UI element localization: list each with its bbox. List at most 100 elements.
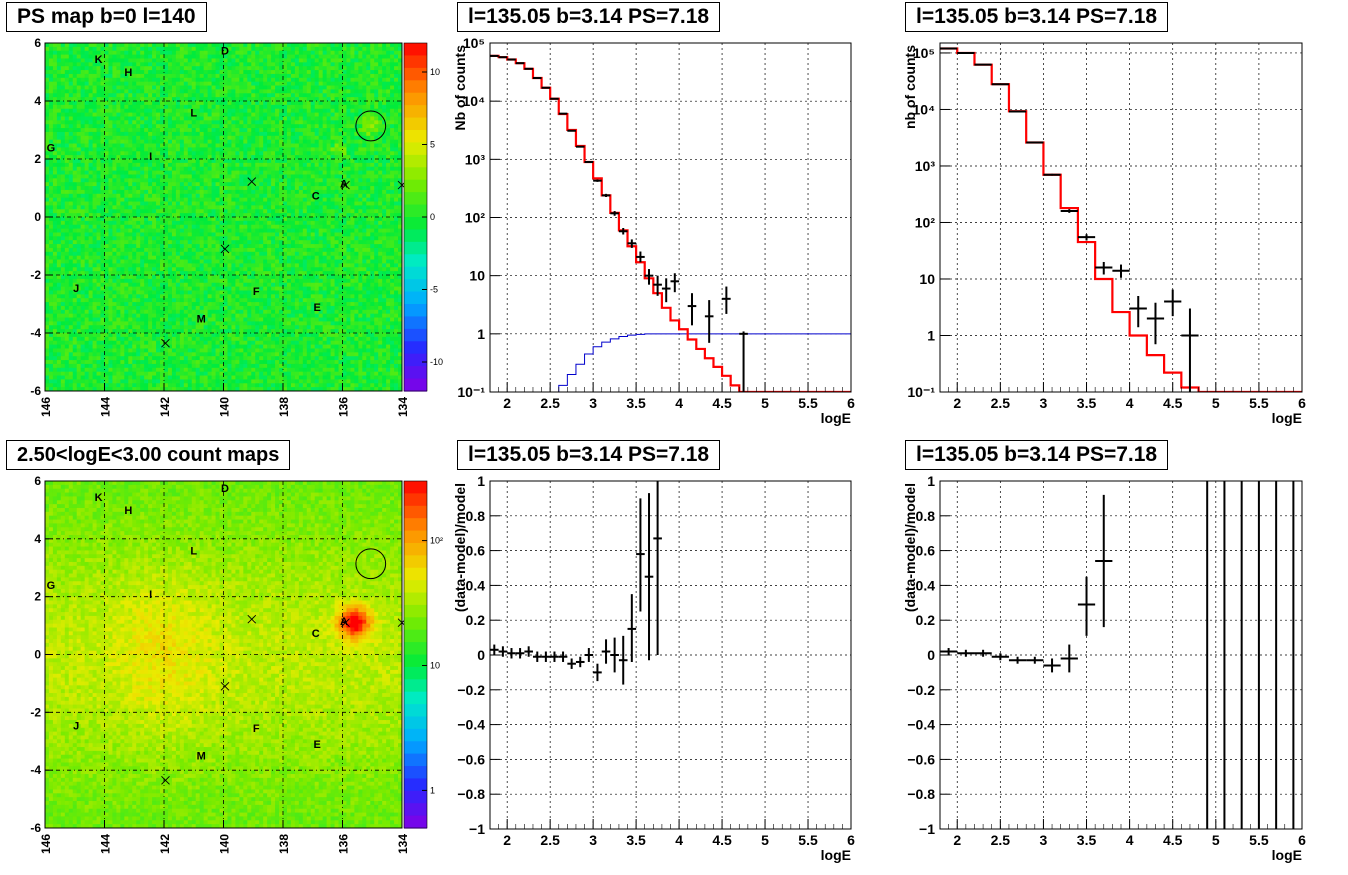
colorbar-step <box>404 654 427 668</box>
x-tick-label: 4 <box>675 395 683 411</box>
colorbar-tick-label: 0 <box>430 212 435 222</box>
residual-rebinned-panel: 2 2.5 3 3.5 4 4.5 5 5.5 6 −1 −0.8 −0.6 −0.4 −0.2 0 0.2 0… <box>902 473 1306 863</box>
colorbar-tick-label: -5 <box>430 285 438 295</box>
source-label: L <box>190 545 197 557</box>
colorbar-step <box>404 130 427 144</box>
y-tick-label: -4 <box>30 763 41 777</box>
data-point <box>1181 308 1199 392</box>
x-tick-label: 4.5 <box>712 832 732 848</box>
source-label: M <box>197 751 206 763</box>
x-tick-label: 146 <box>39 834 53 854</box>
count-map-panel: 146 144 142 140 138 136 134 -6 -4 -2 0 2 4 6 K H D L G I C A J… <box>30 474 443 854</box>
colorbar-step <box>404 254 427 268</box>
plot-content <box>490 481 662 685</box>
y-tick-label: 0.2 <box>916 612 936 628</box>
cross-stroke <box>247 614 257 624</box>
colorbar-step <box>404 67 427 81</box>
y-tick-label: 0.8 <box>466 508 486 524</box>
model-histogram-line <box>490 54 851 392</box>
y-tick-label: -2 <box>30 268 41 282</box>
colorbar-step <box>404 803 427 817</box>
x-axis-label: logE <box>821 847 851 863</box>
colorbar-step <box>404 580 427 594</box>
data-point <box>653 275 662 296</box>
x-tick-label: 4 <box>675 832 683 848</box>
x-tick-label: 4 <box>1126 395 1134 411</box>
x-tick-label: 3.5 <box>1077 395 1097 411</box>
y-tick-label: 10 <box>469 268 485 284</box>
data-point <box>1043 658 1061 673</box>
y-tick-label: 4 <box>34 94 41 108</box>
colorbar-step <box>404 92 427 106</box>
x-tick-label: 5 <box>1212 832 1220 848</box>
colorbar-tick-label: 10 <box>430 67 440 77</box>
colorbar-step <box>404 530 427 544</box>
data-point <box>1129 295 1147 328</box>
colorbar-step <box>404 241 427 255</box>
residual-full-title: l=135.05 b=3.14 PS=7.18 <box>457 440 721 470</box>
x-tick-label: 5.5 <box>798 832 818 848</box>
y-tick-label: −0.4 <box>457 717 485 733</box>
colorbar: 10 5 0 -5 -10 <box>403 42 443 392</box>
source-cross-marker <box>341 618 350 628</box>
spectrum-rebinned-panel: 2 2.5 3 3.5 4 4.5 5 5.5 6 10⁻¹ 1 10 10² 10³ 10⁴ 10⁵ logE… <box>902 42 1306 426</box>
source-cross-marker <box>220 681 230 691</box>
colorbar-step <box>404 154 427 168</box>
x-tick-label: 2.5 <box>540 832 560 848</box>
data-point <box>1112 264 1130 278</box>
colorbar-tick-label: -10 <box>430 357 443 367</box>
data-point <box>618 227 628 235</box>
x-tick-label: 3.5 <box>626 395 646 411</box>
data-point <box>704 300 714 343</box>
data-point <box>575 656 585 668</box>
plot-area <box>940 43 1302 392</box>
colorbar-step <box>404 266 427 280</box>
data-point <box>550 651 559 662</box>
spectrum-full-panel: 2 2.5 3 3.5 4 4.5 5 5.5 6 10⁻¹ 1 10 10² 10³ 10⁴ 10⁵ logE… <box>452 35 855 426</box>
source-label: A <box>340 616 348 628</box>
x-axis-label: logE <box>821 410 851 426</box>
map-grid <box>45 481 402 828</box>
y-tick-label: 10 <box>919 271 935 287</box>
data-point <box>722 286 731 314</box>
colorbar-step <box>404 316 427 330</box>
data-point <box>584 160 594 163</box>
y-tick-label: 0 <box>34 210 41 224</box>
colorbar-step <box>404 291 427 305</box>
x-tick-label: 5.5 <box>1249 395 1269 411</box>
x-tick-label: 6 <box>1298 395 1306 411</box>
colorbar-step <box>404 179 427 193</box>
heatmap-pixels <box>45 43 402 391</box>
colorbar-step <box>404 142 427 156</box>
spectrum-full-title: l=135.05 b=3.14 PS=7.18 <box>457 2 721 32</box>
colorbar-step <box>404 217 427 231</box>
data-point <box>532 651 542 662</box>
y-tick-label: -4 <box>30 326 41 340</box>
source-cross-marker <box>161 338 170 348</box>
cross-stroke <box>247 177 257 186</box>
spectrum-rebinned-title: l=135.05 b=3.14 PS=7.18 <box>905 2 1169 32</box>
colorbar-step <box>404 229 427 243</box>
data-point <box>593 179 602 182</box>
data-point <box>957 649 975 657</box>
data-point <box>558 651 568 662</box>
data-point <box>541 86 551 89</box>
colorbar-tick-label: 10² <box>430 536 443 546</box>
data-point <box>627 239 637 248</box>
x-tick-label: 2 <box>503 832 511 848</box>
data-point <box>1077 234 1096 241</box>
colorbar-step <box>404 753 427 767</box>
colorbar-step <box>404 378 427 392</box>
data-point <box>1164 289 1182 317</box>
colorbar-step <box>404 642 427 656</box>
x-tick-label: 138 <box>277 397 291 417</box>
x-tick-label: 134 <box>396 834 410 854</box>
source-cross-marker <box>220 244 230 254</box>
colorbar-step <box>404 629 427 643</box>
colorbar-step <box>404 704 427 718</box>
data-point <box>687 293 697 326</box>
data-point <box>653 481 662 655</box>
data-point <box>558 112 568 115</box>
data-point <box>1043 173 1061 176</box>
